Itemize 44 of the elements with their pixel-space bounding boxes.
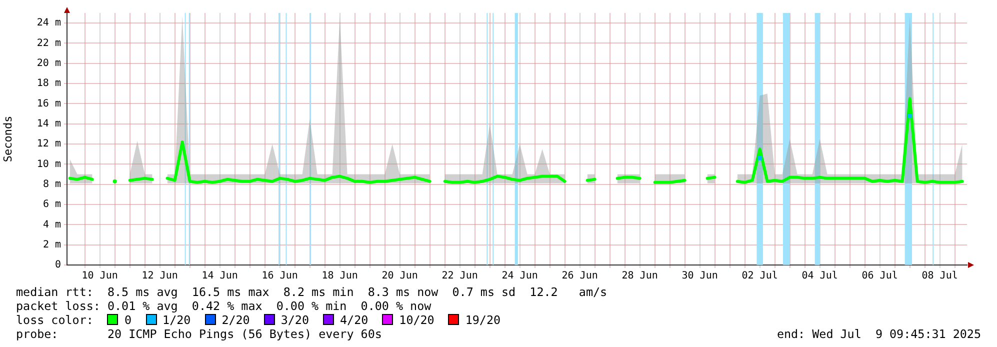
x-tick-label: 20 Jun — [382, 270, 418, 282]
legend-label: 2/20 — [222, 313, 250, 327]
legend-label: 19/20 — [465, 313, 501, 327]
text: median rtt: 8.5 ms avg 16.5 ms max 8.2 ms min 8.3 ms now 0.7 ms sd 12.2 am/s — [16, 285, 608, 299]
text: packet loss: 0.01 % avg 0.42 % max 0.00 % min 0.00 % now — [16, 299, 432, 313]
y-tick-label: 2 m — [42, 239, 61, 250]
y-tick-label: 6 m — [42, 199, 61, 210]
x-tick-label: 16 Jun — [262, 270, 298, 282]
y-tick-label: 0 — [54, 260, 61, 271]
y-tick-label: 10 m — [36, 158, 61, 170]
y-tick-label: 18 m — [36, 78, 61, 90]
x-tick-label: 06 Jul — [862, 270, 898, 282]
legend-label: 4/20 — [340, 313, 368, 327]
point — [112, 179, 117, 184]
x-tick-label: 22 Jun — [442, 270, 478, 282]
y-tick-label: 8 m — [42, 178, 61, 190]
x-tick-label: 18 Jun — [322, 270, 358, 282]
x-tick-label: 02 Jul — [742, 270, 778, 282]
y-tick-label: 16 m — [36, 98, 61, 110]
point — [758, 156, 762, 160]
x-tick-label: 08 Jul — [922, 270, 958, 282]
y-tick-label: 24 m — [36, 18, 61, 29]
x-tick-label: 14 Jun — [202, 270, 238, 282]
legend-title: loss color: — [16, 313, 94, 327]
text: probe: 20 ICMP Echo Pings (56 Bytes) every 60s — [16, 327, 382, 341]
x-tick-label: 24 Jun — [502, 270, 538, 282]
x-tick-label: 12 Jun — [142, 270, 178, 282]
y-tick-label: 14 m — [36, 118, 61, 130]
y-tick-label: 20 m — [36, 58, 61, 69]
y-axis-title: Seconds — [1, 116, 14, 162]
text: end: Wed Jul 9 09:45:31 2025 — [776, 327, 981, 341]
x-tick-label: 26 Jun — [562, 270, 598, 282]
x-tick-label: 30 Jun — [682, 270, 718, 282]
y-tick-label: 22 m — [36, 38, 61, 49]
legend-label: 3/20 — [280, 313, 309, 327]
x-tick-label: 10 Jun — [82, 270, 118, 282]
legend-label: 10/20 — [399, 313, 434, 327]
point — [908, 114, 912, 118]
x-tick-label: 28 Jun — [622, 270, 658, 282]
y-tick-label: 4 m — [42, 219, 61, 230]
legend-label: 1/20 — [162, 313, 191, 327]
legend-label: 0 — [124, 313, 132, 327]
x-tick-label: 04 Jul — [802, 270, 838, 282]
y-tick-label: 12 m — [36, 138, 61, 150]
